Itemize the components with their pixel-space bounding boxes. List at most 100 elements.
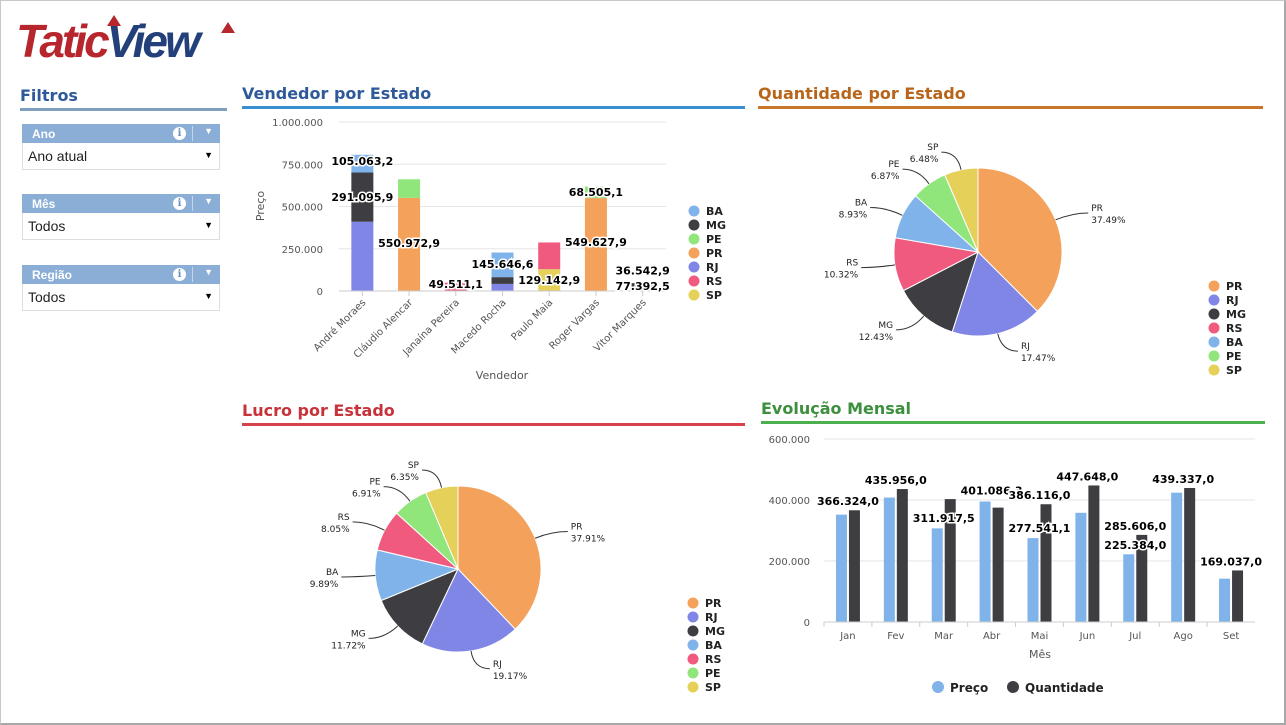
legend-marker-rj	[687, 611, 699, 623]
quantidade-pie-chart: PR 37.49% RJ 17.47% MG 12.43% RS 10.32% BA 8.93% P…	[824, 143, 1246, 377]
pie-connector	[870, 207, 903, 216]
vendedor-chart: 0250.000500.000750.0001.000.000PreçoAndr…	[254, 118, 726, 382]
legend-label-pe: PE	[1226, 350, 1242, 363]
dropdown-arrow-icon[interactable]: ▼	[204, 220, 213, 230]
info-icon[interactable]: i	[173, 268, 186, 281]
legend-label-rs: RS	[706, 275, 722, 288]
chevron-down-icon[interactable]: ▼	[204, 196, 213, 206]
legend-label-pr: PR	[705, 597, 722, 610]
legend-marker-rs	[1208, 322, 1220, 334]
dropdown-arrow-icon[interactable]: ▼	[204, 150, 213, 160]
x-tick-label: Mar	[934, 631, 954, 642]
pie-slice-sp	[425, 485, 459, 570]
filter-mes-value: Todos	[28, 218, 66, 234]
pie-connector	[941, 151, 962, 170]
chevron-down-icon[interactable]: ▼	[204, 267, 213, 277]
legend-label-quantidade: Quantidade	[1025, 681, 1104, 695]
pie-label-name: RJ	[493, 660, 502, 670]
filter-regiao-header: Região i ▼	[22, 265, 220, 284]
bar-preco	[931, 528, 943, 622]
bar-segment-rs	[444, 282, 467, 291]
legend-marker-sp	[1208, 364, 1220, 376]
bar-segment-sp	[538, 269, 561, 291]
data-label: 77.392,5	[616, 280, 670, 293]
bar-preco	[835, 514, 847, 622]
legend-marker-ba	[687, 639, 699, 651]
pie-connector	[1055, 212, 1089, 221]
data-label: 49.511,1	[429, 278, 483, 291]
data-label: 105.063,2	[331, 155, 393, 168]
bar-segment-pe	[398, 179, 421, 198]
info-icon[interactable]: i	[173, 197, 186, 210]
pie-label-name: SP	[927, 143, 939, 153]
bar-segment-rj	[631, 289, 654, 291]
pie-label-name: MG	[878, 321, 893, 331]
pie-label-percent: 6.48%	[910, 155, 939, 165]
bar-preco	[883, 497, 895, 622]
bar-quantidade	[848, 510, 860, 622]
filter-mes-label: Mês	[32, 197, 56, 211]
filter-ano-select[interactable]: Ano atual ▼	[22, 143, 220, 170]
pie-label-name: BA	[326, 568, 339, 578]
filter-ano: Ano i ▼ Ano atual ▼	[22, 124, 220, 170]
legend-label-ba: BA	[706, 205, 723, 218]
legend-label-pe: PE	[705, 667, 721, 680]
y-tick-label: 500.000	[282, 203, 323, 214]
bar-quantidade	[1184, 488, 1196, 622]
y-tick-label: 400.000	[769, 496, 810, 507]
legend-marker-rj	[1208, 294, 1220, 306]
bar-segment-rj	[351, 221, 374, 291]
lucro-pie-chart: PR 37.91% RJ 19.17% MG 11.72% BA 9.89% RS 8.05% PE…	[310, 461, 725, 694]
data-label: 169.037,0	[1200, 555, 1262, 568]
pie-label-percent: 10.32%	[824, 271, 859, 281]
pie-label-name: BA	[855, 199, 868, 209]
pie-label-percent: 6.91%	[352, 490, 381, 500]
legend-label-pr: PR	[1226, 280, 1243, 293]
filter-mes-select[interactable]: Todos ▼	[22, 213, 220, 240]
legend-marker-sp	[687, 681, 699, 693]
legend-label-rj: RJ	[1226, 294, 1239, 307]
bar-quantidade	[1088, 485, 1100, 622]
x-tick-label: Jun	[1079, 631, 1096, 642]
x-tick-label: Set	[1223, 631, 1240, 642]
pie-connector	[383, 486, 411, 502]
y-tick-label: 600.000	[769, 435, 810, 446]
data-label: 129.142,9	[518, 274, 580, 287]
legend-label-ba: BA	[1226, 336, 1243, 349]
logo-flag-icon	[107, 15, 121, 26]
bar-preco	[1219, 578, 1231, 622]
legend-marker-pr	[688, 247, 700, 259]
pie-label-name: RS	[846, 259, 858, 269]
data-label: 439.337,0	[1152, 473, 1214, 486]
dropdown-arrow-icon[interactable]: ▼	[204, 291, 213, 301]
legend-label-ba: BA	[705, 639, 722, 652]
bar-quantidade	[1232, 570, 1244, 622]
bar-segment-rs	[538, 242, 561, 270]
pie-label-name: PR	[1091, 204, 1103, 214]
bar-quantidade	[1136, 534, 1148, 622]
logo-flag-icon	[221, 22, 235, 33]
panel-title-quantidade: Quantidade por Estado	[758, 84, 1263, 109]
filter-ano-value: Ano atual	[28, 148, 88, 164]
pie-slice-pr	[457, 485, 542, 630]
info-icon[interactable]: i	[173, 127, 186, 140]
pie-label-percent: 6.35%	[390, 473, 419, 483]
bar-segment-rj	[491, 283, 514, 291]
pie-label-percent: 12.43%	[859, 333, 894, 343]
chevron-down-icon[interactable]: ▼	[204, 126, 213, 136]
x-tick-label: Ago	[1174, 631, 1193, 642]
legend-label-rj: RJ	[706, 261, 719, 274]
filter-regiao-select[interactable]: Todos ▼	[22, 284, 220, 311]
pie-slice-mg	[902, 250, 979, 333]
legend-label-rs: RS	[1226, 322, 1242, 335]
pie-connector	[352, 521, 385, 531]
pie-slice-rj	[951, 251, 1039, 337]
pie-label-percent: 8.93%	[839, 211, 868, 221]
data-label: 145.646,6	[472, 258, 534, 271]
bar-segment-mg	[491, 277, 514, 284]
bar-segment-ba	[351, 154, 374, 173]
data-label: 366.324,0	[817, 495, 879, 508]
bar-segment-ba	[491, 252, 514, 278]
legend-label-mg: MG	[705, 625, 725, 638]
pie-connector	[341, 575, 376, 578]
